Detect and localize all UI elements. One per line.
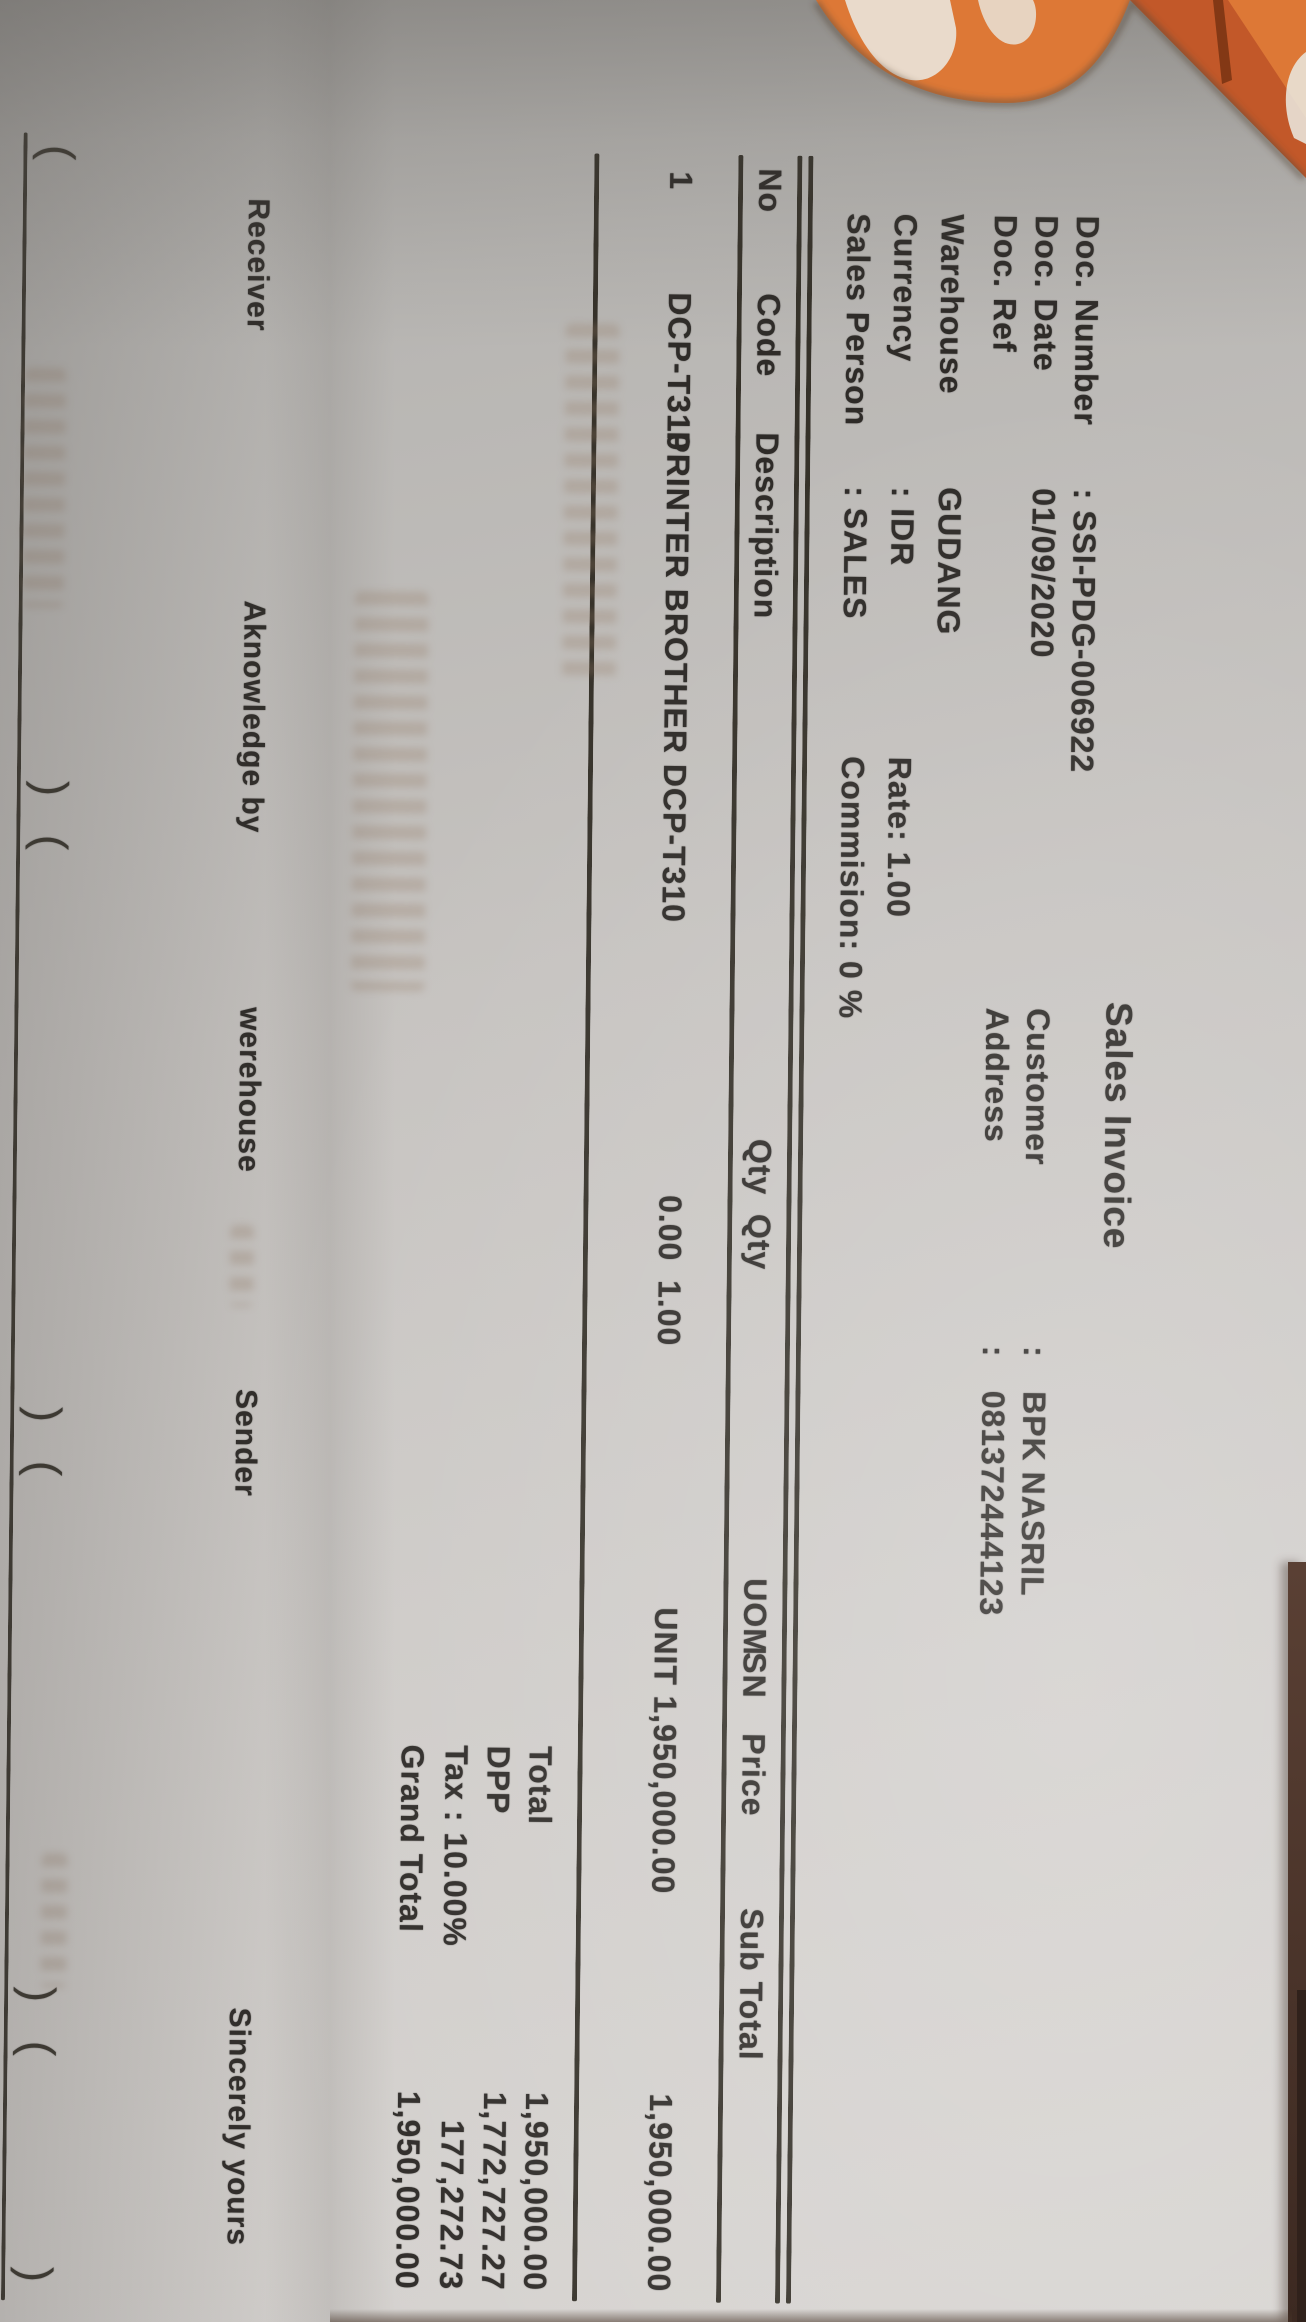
col-header-price: Price bbox=[735, 1733, 772, 1817]
paper-crease-shadow bbox=[265, 0, 395, 2322]
signature-warehouse: werehouse bbox=[231, 1006, 267, 1173]
address-value: 081372444123 bbox=[973, 1390, 1012, 1617]
col-header-sn: SN bbox=[736, 1652, 773, 1699]
currency-rate: Rate: 1.00 bbox=[880, 756, 919, 919]
col-header-uom: UOM bbox=[736, 1578, 774, 1657]
bottom-edge-shadow bbox=[330, 2309, 1292, 2322]
paren-open-4: ( bbox=[12, 2040, 65, 2058]
salesperson-commission: Commision: 0 % bbox=[832, 756, 872, 1020]
col-header-code: Code bbox=[750, 293, 788, 378]
warehouse-value: GUDANG bbox=[930, 487, 968, 636]
col-header-qty2: Qty bbox=[740, 1213, 778, 1271]
total-label: Total bbox=[521, 1745, 559, 1826]
white-swirl-pattern bbox=[978, 0, 1037, 45]
ink-bleed-smudge bbox=[21, 367, 67, 608]
address-label: Address bbox=[978, 1007, 1016, 1143]
item-code: DCP-T310 bbox=[660, 292, 699, 452]
paper-edge-shadow bbox=[813, 0, 1306, 181]
currency-value: : IDR bbox=[884, 486, 921, 567]
salesperson-value: : SALES bbox=[836, 486, 874, 620]
paren-close-1: ) bbox=[25, 780, 78, 798]
col-header-qty1: Qty bbox=[741, 1138, 779, 1196]
item-qty2: 1.00 bbox=[650, 1279, 688, 1347]
signature-sender: Sender bbox=[228, 1388, 263, 1497]
orange-surface bbox=[813, 0, 1306, 181]
doc-number-value: : SSI-PDG-006922 bbox=[1064, 488, 1103, 774]
col-header-description: Description bbox=[747, 432, 786, 620]
right-edge-shadow-band-dark bbox=[1297, 1990, 1306, 2322]
invoice-title: Sales Invoice bbox=[1096, 1001, 1140, 1250]
paren-close-3: ) bbox=[13, 1986, 66, 2004]
item-price: 1,950,000.00 bbox=[645, 1695, 684, 1895]
customer-value: BPK NASRIL bbox=[1014, 1390, 1053, 1597]
tax-label: Tax : 10.00% bbox=[436, 1744, 475, 1948]
paren-close-4: ) bbox=[10, 2266, 63, 2284]
white-swirl-pattern bbox=[1285, 52, 1306, 144]
grand-total-label: Grand Total bbox=[392, 1744, 431, 1934]
white-swirl-pattern bbox=[845, 0, 957, 81]
total-value: 1,950,000.00 bbox=[517, 2091, 556, 2292]
item-subtotal: 1,950,000.00 bbox=[641, 2093, 680, 2293]
address-colon: : bbox=[975, 1345, 1012, 1358]
doc-date-value: 01/09/2020 bbox=[1024, 488, 1062, 659]
ink-bleed-smudge bbox=[561, 323, 620, 684]
dpp-value: 1,772,727.27 bbox=[475, 2091, 514, 2291]
customer-colon: : bbox=[1016, 1345, 1053, 1359]
dpp-label: DPP bbox=[480, 1745, 517, 1815]
invoice-sheet-rotated: Sales Invoice Doc. Number : SSI-PDG-0069… bbox=[0, 92, 1306, 2322]
paren-open-3: ( bbox=[18, 1460, 71, 1478]
surface-groove-stripe bbox=[1213, 0, 1232, 84]
item-description: PRINTER BROTHER DCP-T310 bbox=[655, 431, 697, 924]
signature-sincerely: Sincerely yours bbox=[220, 2007, 257, 2247]
customer-label: Customer bbox=[1018, 1007, 1057, 1166]
paren-close-2: ) bbox=[19, 1406, 72, 1424]
col-header-subtotal: Sub Total bbox=[732, 1908, 771, 2061]
ink-bleed-smudge bbox=[40, 1852, 68, 1989]
tax-value: 177,272.73 bbox=[433, 2119, 471, 2291]
paren-open-2: ( bbox=[25, 834, 78, 852]
ink-bleed-smudge bbox=[229, 1224, 255, 1307]
